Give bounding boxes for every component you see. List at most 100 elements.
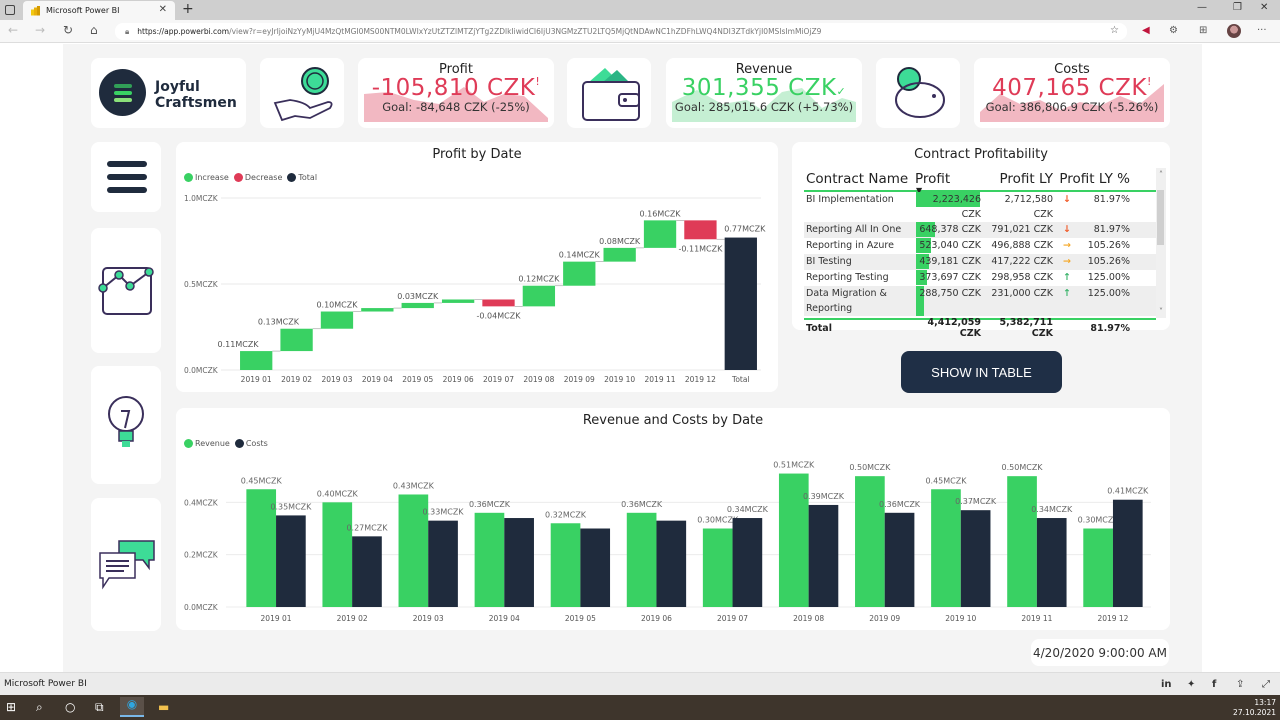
profit-cell: 523,040 CZK <box>915 238 983 253</box>
legend-total[interactable]: Total <box>287 173 317 182</box>
revenue-bar <box>246 489 277 607</box>
lock-icon: 🔒︎ <box>125 26 130 36</box>
data-label: 0.43MCZK <box>393 481 435 490</box>
waterfall-bar <box>603 247 636 262</box>
twitter-icon[interactable]: ✦ <box>1187 679 1196 690</box>
check-icon: ✓ <box>836 85 847 98</box>
x-tick-label: 2019 04 <box>362 375 393 384</box>
windows-start-icon[interactable]: ⊞ <box>6 700 17 714</box>
more-menu-icon[interactable]: ··· <box>1257 25 1267 36</box>
system-clock[interactable]: 13:17 27.10.2021 <box>1233 698 1276 718</box>
minimize-button[interactable]: — <box>1197 2 1207 13</box>
company-name: Joyful Craftsmen <box>155 79 237 111</box>
maximize-button[interactable]: ❐ <box>1233 2 1242 13</box>
revenue-bar <box>931 489 961 607</box>
cortana-icon[interactable]: ○ <box>65 700 76 714</box>
column-header-profit-ly[interactable]: Profit LY <box>999 171 1053 187</box>
file-explorer-icon[interactable]: ▬ <box>158 700 170 714</box>
table-row[interactable]: Reporting Testing 373,697 CZK 298,958 CZK ↑… <box>804 270 1156 286</box>
column-header-profit[interactable]: Profit ▼ <box>915 171 983 195</box>
x-tick-label: 2019 07 <box>483 375 514 384</box>
browser-tab[interactable]: Microsoft Power BI ✕ <box>23 1 175 20</box>
data-label: 0.37MCZK <box>955 497 997 506</box>
share-icon[interactable]: ⇪ <box>1236 679 1245 690</box>
data-label: 0.35MCZK <box>270 502 312 511</box>
table-row[interactable]: Reporting All In One 648,378 CZK 791,021 C… <box>804 222 1156 238</box>
revenue-bar <box>1007 476 1037 607</box>
x-tick-label: 2019 09 <box>564 375 595 384</box>
costs-bar <box>580 528 611 607</box>
costs-bar <box>808 504 839 607</box>
x-tick-label: 2019 06 <box>641 614 672 623</box>
legend-decrease[interactable]: Decrease <box>233 173 283 182</box>
scroll-down-icon[interactable]: ˅ <box>1159 307 1163 316</box>
table-row[interactable]: BI Implementation 2,223,426 CZK 2,712,580 … <box>804 192 1156 222</box>
nav-analytics-button[interactable] <box>91 228 161 353</box>
column-header-contract-name[interactable]: Contract Name <box>806 171 909 187</box>
waterfall-bar <box>361 308 394 312</box>
x-tick-label: 2019 08 <box>793 614 824 623</box>
task-view-icon[interactable]: ⧉ <box>95 700 104 714</box>
window-close-button[interactable]: ✕ <box>1260 2 1269 13</box>
footer-product-name: Microsoft Power BI <box>4 679 87 689</box>
refresh-button[interactable]: ↻ <box>63 23 74 37</box>
profile-avatar[interactable] <box>1227 24 1241 38</box>
x-tick-label: 2019 01 <box>261 614 292 623</box>
extension-icon[interactable]: ◀ <box>1142 25 1150 36</box>
collections-icon[interactable]: ⊞ <box>1199 25 1208 36</box>
profit-value: 523,040 CZK <box>919 240 981 251</box>
profit-cell: 439,181 CZK <box>915 254 983 269</box>
data-label: 0.39MCZK <box>803 492 845 501</box>
search-icon[interactable]: ⌕ <box>36 700 43 714</box>
legend-revenue[interactable]: Revenue <box>184 439 230 448</box>
data-label: -0.04MCZK <box>477 311 522 320</box>
kpi-revenue-goal: Goal: 285,015.6 CZK (+5.73%) <box>674 100 854 114</box>
profit-ly-cell: 496,888 CZK <box>991 240 1053 251</box>
table-row[interactable]: Reporting in Azure 523,040 CZK 496,888 CZK… <box>804 238 1156 254</box>
data-label: 0.36MCZK <box>469 500 511 509</box>
back-button[interactable]: ← <box>8 23 19 37</box>
url-input[interactable]: 🔒︎ https://app.powerbi.com/view?r=eyJrIj… <box>115 23 1127 40</box>
profit-cell: 288,750 CZK <box>915 286 983 316</box>
table-row[interactable]: BI Testing 439,181 CZK 417,222 CZK → 105.26% <box>804 254 1156 270</box>
kpi-card-costs: Costs 407,165 CZK! Goal: 386,806.9 CZK (… <box>974 58 1170 128</box>
close-tab-icon[interactable]: ✕ <box>158 4 167 15</box>
forward-button[interactable]: → <box>35 23 46 37</box>
data-label: 0.34MCZK <box>727 505 769 514</box>
x-tick-label: 2019 06 <box>443 375 474 384</box>
legend-increase[interactable]: Increase <box>184 173 229 182</box>
scroll-up-icon[interactable]: ˄ <box>1159 170 1163 179</box>
favorites-star-icon[interactable]: ☆ <box>1110 25 1119 36</box>
profit-ly-pct-cell: 105.26% <box>1087 240 1130 251</box>
show-in-table-button[interactable]: SHOW IN TABLE <box>901 351 1062 393</box>
tab-actions-icon[interactable] <box>5 5 15 15</box>
company-name-line2: Craftsmen <box>155 95 237 111</box>
table-scrollbar[interactable]: ˄ ˅ <box>1156 168 1166 318</box>
contract-table: Contract Name Profit ▼ Profit LY Profit L… <box>804 168 1156 339</box>
linkedin-icon[interactable]: in <box>1161 679 1172 690</box>
edge-browser-icon[interactable]: ◉ <box>120 697 144 717</box>
extensions-puzzle-icon[interactable]: ⚙ <box>1169 25 1178 36</box>
revenue-costs-visual[interactable]: Revenue and Costs by Date Revenue Costs … <box>176 408 1170 630</box>
column-header-profit-ly-pct[interactable]: Profit LY % <box>1059 171 1130 187</box>
waterfall-bar <box>441 299 475 303</box>
home-button[interactable]: ⌂ <box>90 23 98 37</box>
kpi-profit-value: -105,810 CZK! <box>358 75 554 101</box>
waterfall-bar <box>522 285 556 307</box>
facebook-icon[interactable]: f <box>1212 679 1217 690</box>
costs-bar <box>1112 499 1143 607</box>
scrollbar-thumb[interactable] <box>1157 190 1164 245</box>
fullscreen-icon[interactable]: ⤢ <box>1262 679 1270 690</box>
legend-costs[interactable]: Costs <box>234 439 268 448</box>
contract-profitability-visual: Contract Profitability Contract Name Pro… <box>792 142 1170 339</box>
x-tick-label: 2019 04 <box>489 614 520 623</box>
nav-insights-button[interactable] <box>91 366 161 484</box>
new-tab-button[interactable]: + <box>182 1 194 17</box>
nav-comments-button[interactable] <box>91 498 161 631</box>
legend-decrease-label: Decrease <box>244 173 283 182</box>
profit-by-date-visual[interactable]: Profit by Date Increase Decrease Total 0… <box>176 142 778 392</box>
x-tick-label: 2019 12 <box>1097 614 1128 623</box>
nav-menu-button[interactable] <box>91 142 161 212</box>
revenue-costs-bar-chart: 0.0MCZK 0.2MCZK 0.4MCZK 0.45MCZK 0.35MCZK 201… <box>184 461 1151 623</box>
table-row[interactable]: Data Migration & Reporting 288,750 CZK 231… <box>804 286 1156 316</box>
